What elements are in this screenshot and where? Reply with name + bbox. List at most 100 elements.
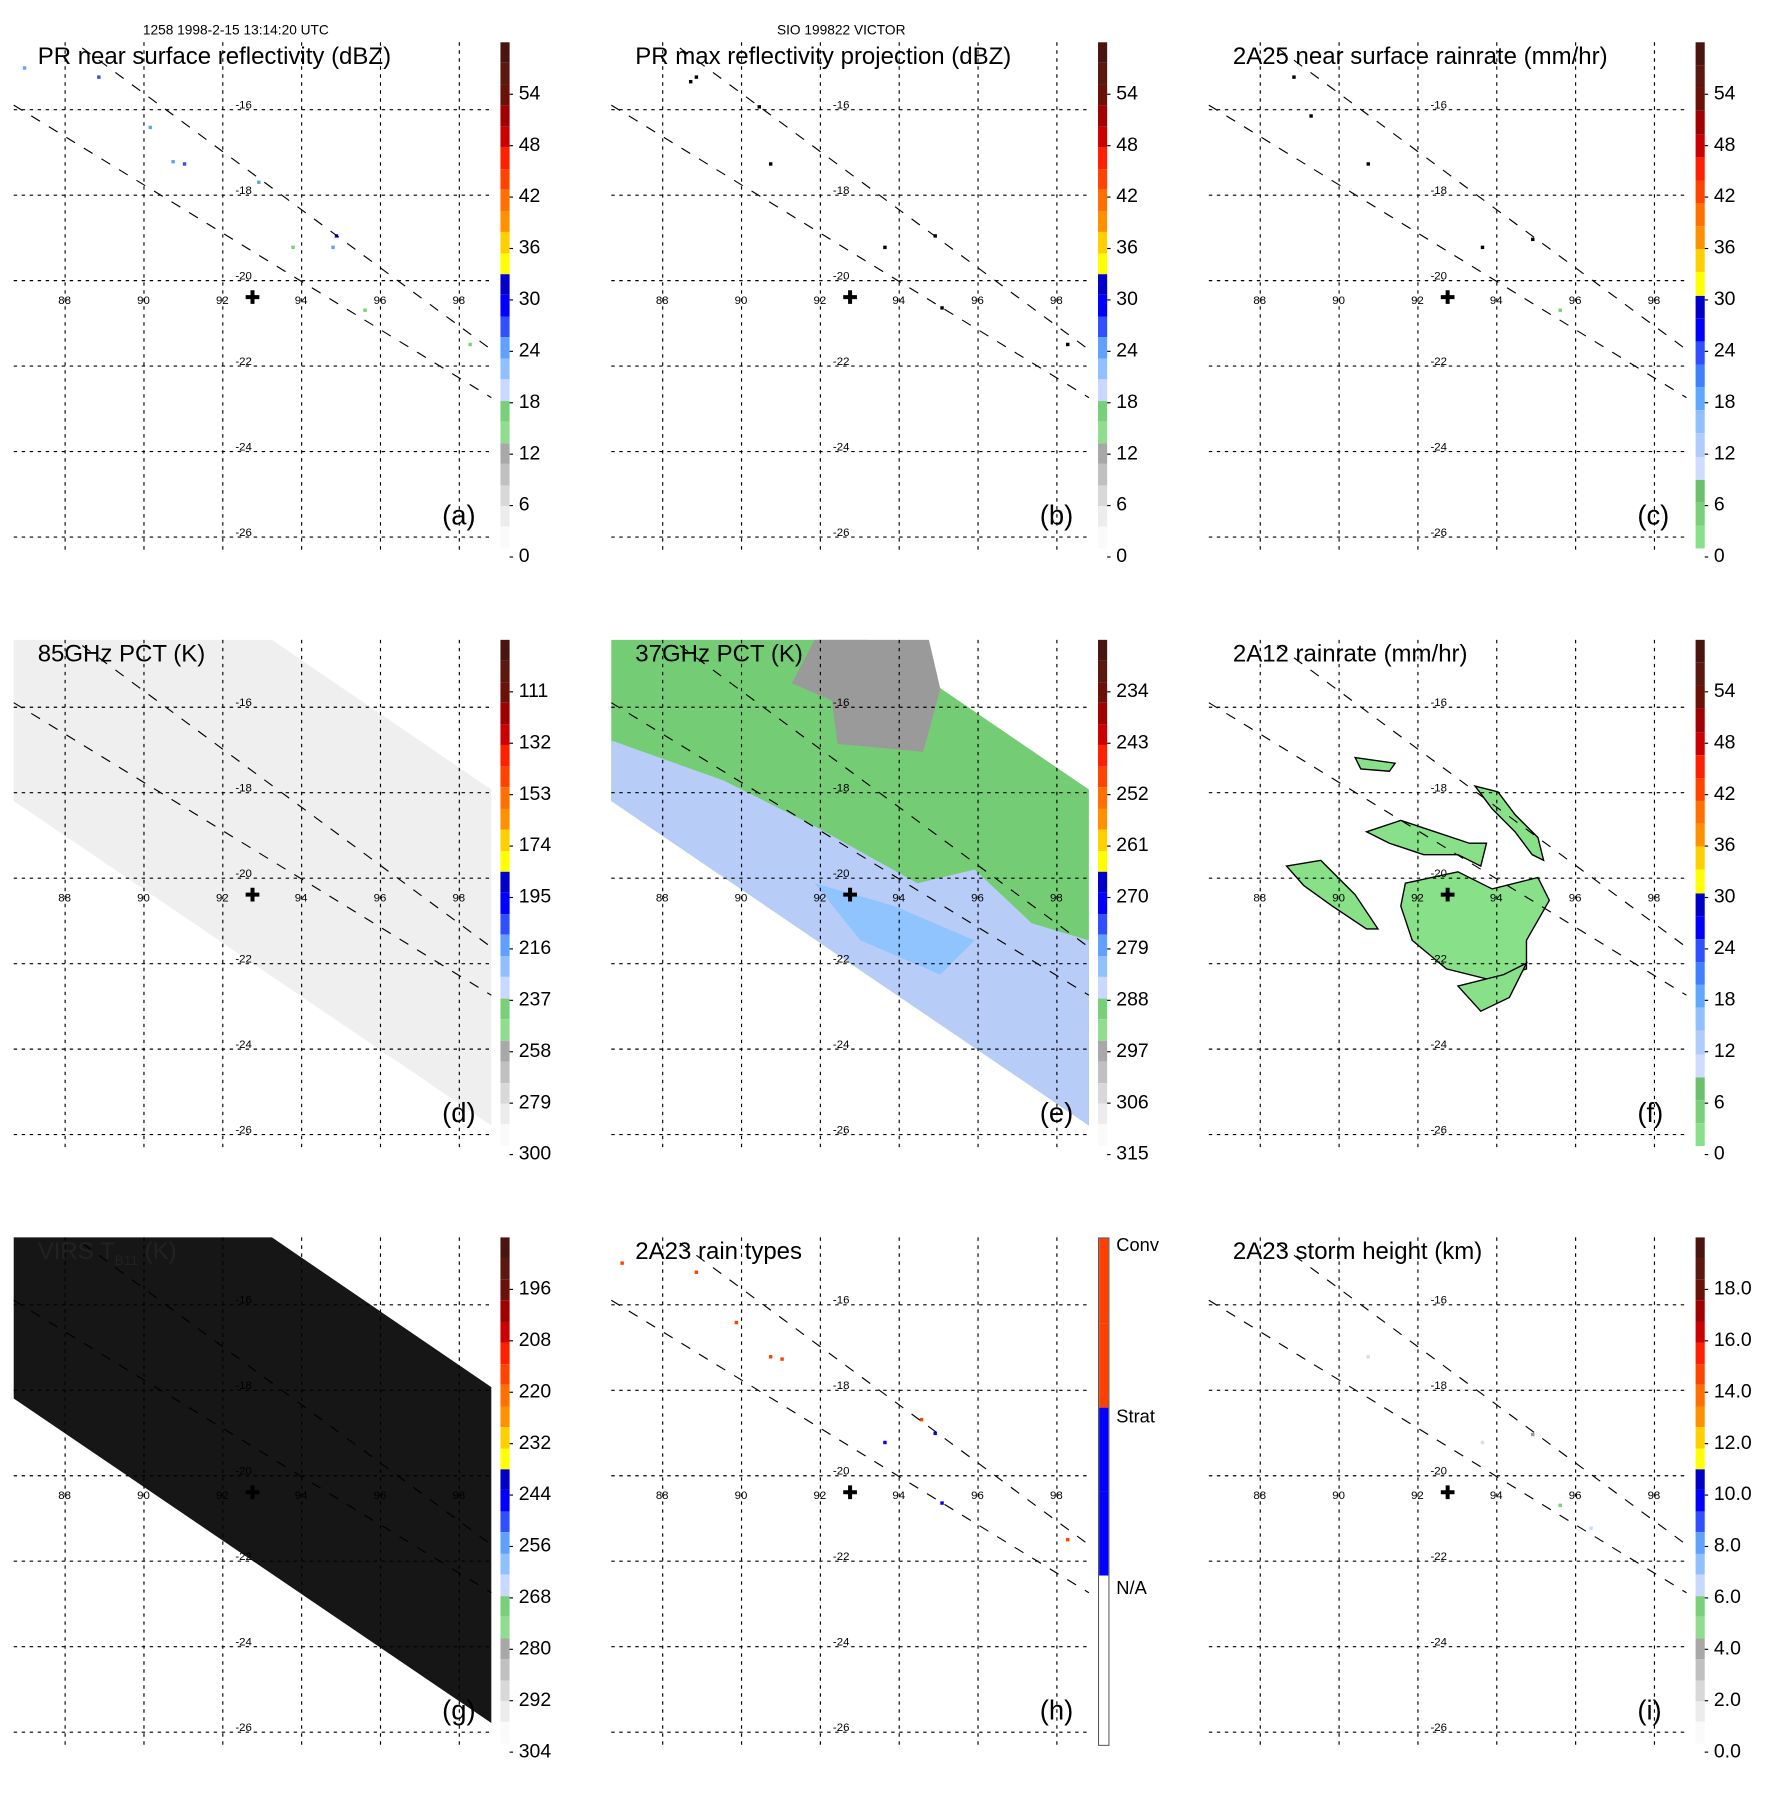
map-b: -16 88 -18 90 -20 92 -22 94 -24 96 -26 98 [610, 42, 1090, 555]
lon-label: 98 [452, 295, 465, 307]
storm-center-cross-icon [1440, 887, 1455, 902]
colorbar-segment [1098, 358, 1108, 380]
colorbar-tick-label: 195 [518, 885, 552, 908]
colorbar-segment [500, 1061, 510, 1083]
panel-title-text: PR near surface reflectivity (dBZ) [37, 43, 392, 70]
colorbar-segment [1695, 800, 1705, 824]
swath-edge-line [679, 47, 1090, 351]
colorbar-segment [500, 660, 510, 683]
lon-label: 94 [892, 1490, 905, 1502]
lat-label: -22 [235, 1551, 251, 1563]
lat-label: -26 [1431, 1722, 1448, 1734]
colorbar-segment [500, 147, 510, 169]
colorbar-tick-label: 6 [1116, 493, 1128, 516]
colorbar-segment [500, 787, 510, 809]
lat-label: -24 [833, 1637, 850, 1649]
colorbar [1695, 42, 1705, 549]
panel-b: -16 88 -18 90 -20 92 -22 94 -24 96 -26 98 PR max ref… [598, 0, 1196, 598]
panel-h: -16 88 -18 90 -20 92 -22 94 -24 96 -26 98 2A23 rain … [598, 1195, 1196, 1793]
colorbar-segment [1695, 1448, 1705, 1470]
lon-label: 90 [137, 1490, 150, 1502]
colorbar-segment [500, 1659, 510, 1681]
panel-title: 37GHz PCT (K) [635, 641, 803, 668]
panel-g: -16 88 -18 90 -20 92 -22 94 -24 96 -26 98 VIRS TB11 … [0, 1195, 598, 1793]
lon-label: 92 [216, 1490, 229, 1502]
map-d: -16 88 -18 90 -20 92 -22 94 -24 96 -26 98 [13, 639, 492, 1152]
rain-pixel [1066, 342, 1070, 347]
colorbar-segment [500, 189, 510, 211]
rain-pixel [919, 1417, 924, 1422]
colorbar-segment [1695, 341, 1705, 365]
colorbar-tick [1704, 453, 1709, 455]
colorbar-tick [509, 145, 514, 147]
colorbar-segment [1099, 1238, 1109, 1323]
lon-label: 98 [1050, 1490, 1063, 1502]
colorbar-segment [1098, 1061, 1108, 1083]
colorbar-segment [500, 745, 510, 767]
colorbar-tick-label: 288 [1116, 988, 1149, 1011]
colorbar-tick-label: 24 [518, 339, 541, 362]
lat-label: -18 [1431, 185, 1448, 197]
colorbar-tick [509, 1494, 514, 1496]
colorbar-segment [500, 84, 510, 106]
lon-label: 94 [295, 295, 308, 307]
rain-area [1353, 756, 1397, 772]
colorbar-segment [1098, 337, 1108, 359]
panel-title: 85GHz PCT (K) [38, 641, 206, 668]
panel-title-subscript: B11 [114, 1252, 138, 1269]
colorbar-tick [1704, 691, 1709, 693]
panel-letter: (c) [1637, 500, 1670, 532]
colorbar-segment [1695, 1342, 1705, 1364]
rain-pixel [883, 1440, 887, 1445]
swath-edge-line [1208, 104, 1687, 399]
colorbar-segment [1098, 766, 1108, 788]
colorbar-segment [1098, 724, 1108, 746]
panel-title: 2A23 storm height (km) [1233, 1239, 1482, 1266]
lat-label: -26 [833, 1722, 849, 1734]
colorbar-segment [1695, 203, 1705, 227]
colorbar-segment [1099, 1660, 1109, 1745]
colorbar-segment [1098, 147, 1108, 169]
colorbar-tick [1704, 948, 1709, 950]
storm-center-cross-icon [1440, 1485, 1455, 1500]
rain-area [1364, 819, 1488, 868]
lon-label: 98 [1648, 1490, 1661, 1502]
colorbar-tick [509, 247, 514, 250]
lon-label: 94 [295, 892, 308, 904]
lon-label: 98 [452, 1490, 465, 1502]
colorbar-segment [1695, 1300, 1705, 1322]
colorbar-segment [500, 232, 510, 254]
lat-label: -26 [833, 527, 849, 539]
rain-pixel [1366, 162, 1370, 166]
colorbar-segment [500, 682, 510, 704]
colorbar-tick-label: 297 [1116, 1039, 1149, 1062]
lat-label: -22 [1431, 1551, 1448, 1563]
lon-label: 88 [1253, 892, 1266, 904]
swath-edge-line [13, 104, 492, 399]
colorbar-segment [1098, 400, 1108, 422]
colorbar-segment [1695, 111, 1705, 135]
swath-edge-line [1277, 1242, 1687, 1546]
colorbar-tick-label: 132 [518, 731, 552, 753]
rain-pixel [182, 162, 187, 166]
colorbar-segment [1695, 731, 1705, 755]
tb37-cold-region [791, 639, 941, 752]
lat-label: -16 [235, 100, 251, 112]
rain-area [1400, 871, 1551, 982]
lon-label: 96 [1569, 295, 1582, 307]
colorbar-segment [500, 1680, 510, 1702]
colorbar-tick [1704, 999, 1709, 1001]
rain-pixel [940, 1501, 944, 1505]
colorbar-segment [500, 639, 510, 661]
colorbar-segment [1695, 433, 1705, 457]
colorbar-segment [1695, 1237, 1705, 1259]
colorbar [1695, 1237, 1705, 1744]
swath-edge-line [1277, 47, 1687, 351]
colorbar-tick [509, 505, 514, 507]
colorbar-segment [1695, 846, 1705, 870]
colorbar-tick-label: 6 [1713, 493, 1725, 516]
lon-label: 88 [58, 1490, 71, 1502]
storm-center-cross-icon [1440, 290, 1455, 304]
colorbar-segment [1099, 1407, 1109, 1492]
colorbar-segment [1695, 1638, 1705, 1660]
